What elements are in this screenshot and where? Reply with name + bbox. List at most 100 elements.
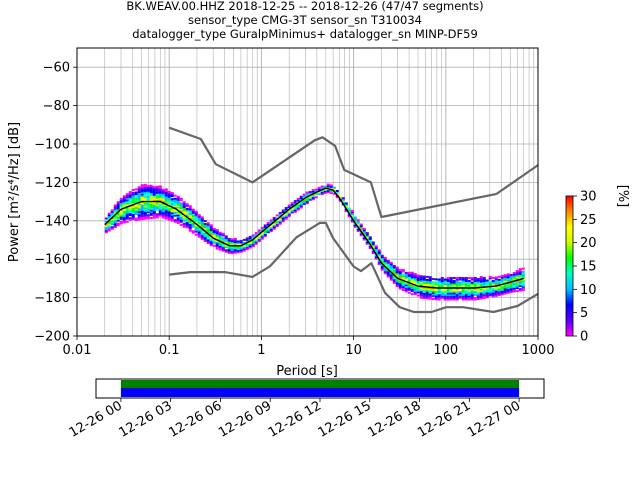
density-cell bbox=[164, 216, 168, 219]
density-cell bbox=[383, 259, 387, 262]
density-cell bbox=[473, 280, 477, 283]
density-cell bbox=[260, 226, 264, 229]
density-cell bbox=[311, 193, 315, 196]
density-cell bbox=[338, 195, 342, 198]
density-cell bbox=[113, 216, 117, 219]
density-cell bbox=[392, 277, 396, 280]
density-cell bbox=[155, 193, 159, 196]
density-cell bbox=[143, 214, 147, 217]
density-cell bbox=[509, 281, 513, 284]
y-tick-label: −80 bbox=[43, 99, 70, 114]
density-cell bbox=[458, 292, 462, 295]
density-cell bbox=[521, 286, 525, 289]
density-cell bbox=[428, 290, 432, 293]
density-cell bbox=[155, 187, 159, 190]
density-cell bbox=[158, 188, 162, 191]
density-cell bbox=[191, 214, 195, 217]
density-cell bbox=[128, 206, 132, 209]
density-cell bbox=[170, 210, 174, 213]
density-cell bbox=[383, 269, 387, 272]
density-cell bbox=[143, 203, 147, 206]
density-cell bbox=[185, 204, 189, 207]
density-cell bbox=[416, 289, 420, 292]
density-cell bbox=[449, 296, 453, 299]
density-cell bbox=[449, 293, 453, 296]
density-cell bbox=[152, 190, 156, 193]
density-cell bbox=[149, 213, 153, 216]
density-cell bbox=[464, 287, 468, 290]
density-cell bbox=[380, 257, 384, 260]
density-cell bbox=[470, 293, 474, 296]
density-cell bbox=[119, 207, 123, 210]
density-cell bbox=[446, 281, 450, 284]
density-cell bbox=[110, 209, 114, 212]
density-cell bbox=[167, 201, 171, 204]
density-cell bbox=[344, 205, 348, 208]
density-cell bbox=[368, 237, 372, 240]
density-cell bbox=[134, 191, 138, 194]
density-cell bbox=[443, 290, 447, 293]
density-cell bbox=[173, 209, 177, 212]
y-axis-label: Power [m²/s⁴/Hz] [dB] bbox=[7, 122, 22, 262]
density-cell bbox=[491, 287, 495, 290]
density-cell bbox=[410, 273, 414, 276]
density-cell bbox=[152, 212, 156, 215]
density-cell bbox=[143, 205, 147, 208]
density-cell bbox=[392, 281, 396, 284]
x-tick-label: 0.1 bbox=[159, 343, 180, 358]
density-cell bbox=[404, 285, 408, 288]
density-cell bbox=[359, 223, 363, 226]
x-axis-ticks: 0.01 0.1 1 10 100 1000 bbox=[63, 336, 555, 358]
density-cell bbox=[455, 296, 459, 299]
density-cell bbox=[140, 208, 144, 211]
density-cell bbox=[479, 275, 483, 278]
density-cell bbox=[368, 245, 372, 248]
density-cell bbox=[284, 216, 288, 219]
density-cell bbox=[515, 270, 519, 273]
density-cell bbox=[491, 292, 495, 295]
density-cell bbox=[266, 228, 270, 231]
density-cell bbox=[158, 185, 162, 188]
density-cell bbox=[518, 275, 522, 278]
density-cell bbox=[212, 232, 216, 235]
density-cell bbox=[200, 224, 204, 227]
density-cell bbox=[284, 213, 288, 216]
density-cell bbox=[206, 235, 210, 238]
density-cell bbox=[191, 222, 195, 225]
density-cell bbox=[161, 188, 165, 191]
density-cell bbox=[134, 200, 138, 203]
density-cell bbox=[218, 245, 222, 248]
density-cell bbox=[386, 261, 390, 264]
density-cell bbox=[182, 218, 186, 221]
density-cell bbox=[125, 194, 129, 197]
density-cell bbox=[302, 199, 306, 202]
density-cell bbox=[461, 298, 465, 301]
density-cell bbox=[398, 272, 402, 275]
density-cell bbox=[152, 205, 156, 208]
density-cell bbox=[509, 275, 513, 278]
density-cell bbox=[482, 296, 486, 299]
density-cell bbox=[230, 238, 234, 241]
density-cell bbox=[449, 289, 453, 292]
density-cell bbox=[266, 229, 270, 232]
density-cell bbox=[485, 290, 489, 293]
density-cell bbox=[206, 240, 210, 243]
density-cell bbox=[146, 203, 150, 206]
density-cell bbox=[296, 208, 300, 211]
density-cell bbox=[407, 287, 411, 290]
density-cell bbox=[446, 293, 450, 296]
density-cell bbox=[110, 215, 114, 218]
density-cell bbox=[314, 196, 318, 199]
density-cell bbox=[446, 277, 450, 280]
density-cell bbox=[365, 233, 369, 236]
density-cell bbox=[413, 286, 417, 289]
density-cell bbox=[188, 212, 192, 215]
density-cell bbox=[386, 272, 390, 275]
density-cell bbox=[233, 251, 237, 254]
density-cell bbox=[488, 280, 492, 283]
density-cell bbox=[512, 272, 516, 275]
density-cell bbox=[173, 202, 177, 205]
density-cell bbox=[119, 216, 123, 219]
density-cell bbox=[197, 214, 201, 217]
density-cell bbox=[500, 274, 504, 277]
